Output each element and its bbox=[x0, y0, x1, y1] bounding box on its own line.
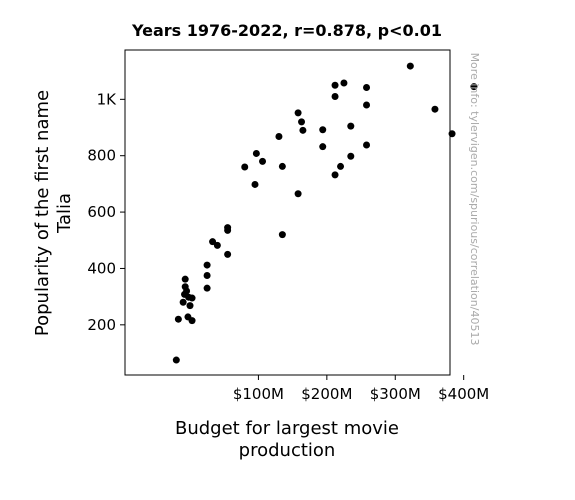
data-point-38 bbox=[347, 152, 355, 160]
data-point-12 bbox=[203, 284, 211, 292]
x-tick-label-1: $200M bbox=[301, 385, 352, 403]
y-tick-label-0: 200 bbox=[87, 316, 116, 334]
y-tick-label-2: 600 bbox=[87, 203, 116, 221]
y-tick-label-3: 800 bbox=[87, 147, 116, 165]
data-point-17 bbox=[224, 250, 232, 258]
data-point-27 bbox=[294, 190, 302, 198]
data-point-16 bbox=[213, 241, 221, 249]
data-point-6 bbox=[183, 287, 191, 295]
data-point-32 bbox=[319, 126, 327, 134]
data-point-35 bbox=[331, 81, 339, 89]
data-point-15 bbox=[209, 238, 217, 246]
chart-title: Years 1976-2022, r=0.878, p<0.01 bbox=[131, 21, 442, 40]
data-point-19 bbox=[224, 224, 232, 232]
data-point-28 bbox=[294, 109, 302, 117]
plot-area-frame bbox=[124, 49, 451, 376]
data-point-46 bbox=[470, 83, 478, 91]
data-point-33 bbox=[331, 171, 339, 179]
y-tick-label-4: 1K bbox=[97, 90, 118, 108]
x-axis-label-line-1: Budget for largest movie bbox=[175, 418, 399, 439]
x-axis-label-line-2: production bbox=[239, 440, 336, 461]
data-point-5 bbox=[181, 275, 189, 283]
data-point-37 bbox=[340, 79, 348, 87]
x-tick-label-3: $400M bbox=[438, 385, 489, 403]
data-point-44 bbox=[431, 105, 439, 113]
y-tick-label-1: 400 bbox=[87, 259, 116, 277]
data-point-40 bbox=[363, 141, 371, 149]
data-point-21 bbox=[251, 180, 259, 188]
data-point-22 bbox=[252, 149, 260, 157]
data-point-39 bbox=[347, 122, 355, 130]
data-points bbox=[172, 62, 478, 364]
data-point-30 bbox=[299, 126, 307, 134]
data-point-34 bbox=[331, 93, 339, 101]
x-tick-label-2: $300M bbox=[370, 385, 421, 403]
y-axis-label-line-2: Talia bbox=[54, 193, 75, 234]
data-point-14 bbox=[203, 261, 211, 269]
y-axis-ticks: 200 400 600 800 1K bbox=[87, 90, 125, 334]
data-point-10 bbox=[188, 317, 196, 325]
y-axis-label-line-1: Popularity of the first name bbox=[32, 90, 53, 336]
data-point-24 bbox=[275, 133, 283, 141]
data-point-0 bbox=[172, 356, 180, 364]
source-note: More info: tylervigen.com/spurious/corre… bbox=[468, 53, 481, 346]
data-point-29 bbox=[298, 118, 306, 126]
data-point-42 bbox=[363, 83, 371, 91]
data-point-43 bbox=[406, 62, 414, 70]
data-point-13 bbox=[203, 271, 211, 279]
data-point-25 bbox=[278, 231, 286, 239]
data-point-9 bbox=[186, 302, 194, 310]
x-tick-label-0: $100M bbox=[233, 385, 284, 403]
data-point-26 bbox=[278, 162, 286, 170]
data-point-20 bbox=[241, 163, 249, 171]
data-point-41 bbox=[363, 101, 371, 109]
data-point-36 bbox=[337, 162, 345, 170]
data-point-31 bbox=[319, 143, 327, 151]
data-point-11 bbox=[188, 294, 196, 302]
data-point-2 bbox=[179, 298, 187, 306]
data-point-23 bbox=[259, 157, 267, 165]
x-axis-ticks: $100M $200M $300M $400M bbox=[233, 375, 489, 403]
data-point-1 bbox=[174, 315, 182, 323]
